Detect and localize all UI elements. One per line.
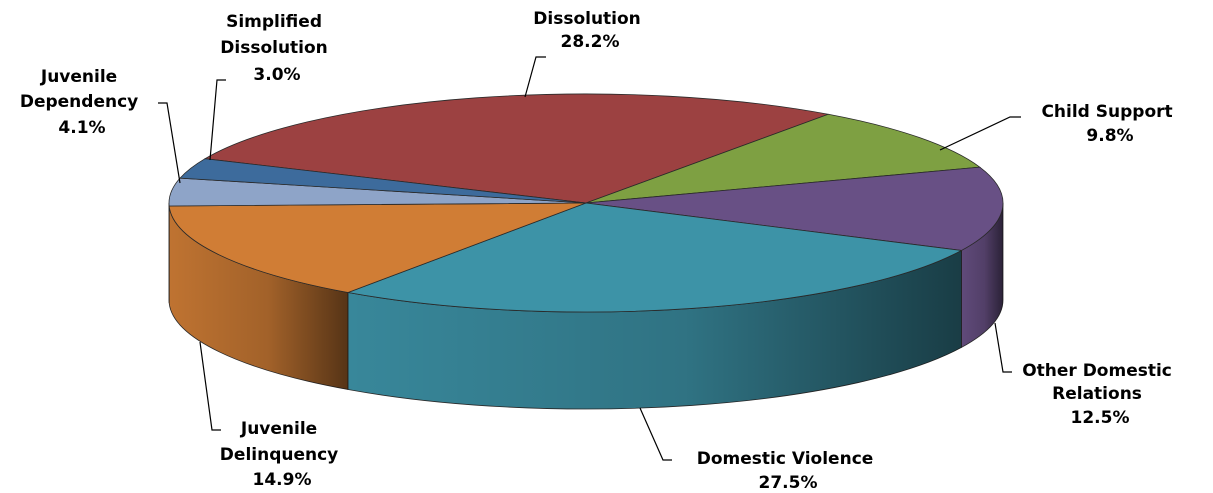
slice-side-shade-other-domestic-relations (961, 203, 1003, 348)
leader-line-domestic-violence (639, 407, 672, 461)
slice-top-dissolution (203, 93, 830, 204)
leader-line-juvenile-delinquency (199, 341, 221, 431)
slice-top-child-support (585, 113, 981, 204)
slice-label-child-support: Child Support 9.8% (1041, 102, 1178, 146)
slice-label-dissolution: Dissolution 28.2% (533, 9, 646, 52)
slice-side-shade-juvenile-delinquency (169, 205, 349, 390)
slice-side-shade-domestic-violence (348, 250, 962, 410)
slice-top-domestic-violence (346, 202, 963, 313)
leader-line-child-support (939, 116, 1021, 151)
slice-label-domestic-violence: Domestic Violence 27.5% (697, 449, 879, 493)
leader-line-dissolution (524, 56, 546, 98)
pie-sides (168, 202, 1004, 410)
slice-label-simplified-dissolution: Simplified Dissolution 3.0% (220, 12, 333, 85)
slice-label-juvenile-delinquency: Juvenile Delinquency 14.9% (220, 419, 344, 490)
slice-label-juvenile-dependency: Juvenile Dependency 4.1% (20, 67, 144, 138)
slice-label-other-domestic-relations: Other Domestic Relations 12.5% (1022, 361, 1178, 428)
leader-line-juvenile-dependency (158, 102, 181, 184)
slice-top-juvenile-delinquency (168, 202, 587, 293)
leader-line-simplified-dissolution (209, 79, 226, 161)
leader-line-other-domestic-relations (994, 322, 1012, 373)
leader-lines (158, 56, 1021, 461)
slice-top-simplified-dissolution (179, 158, 587, 204)
pie-tops (168, 93, 1004, 313)
slice-top-other-domestic-relations (585, 166, 1004, 251)
